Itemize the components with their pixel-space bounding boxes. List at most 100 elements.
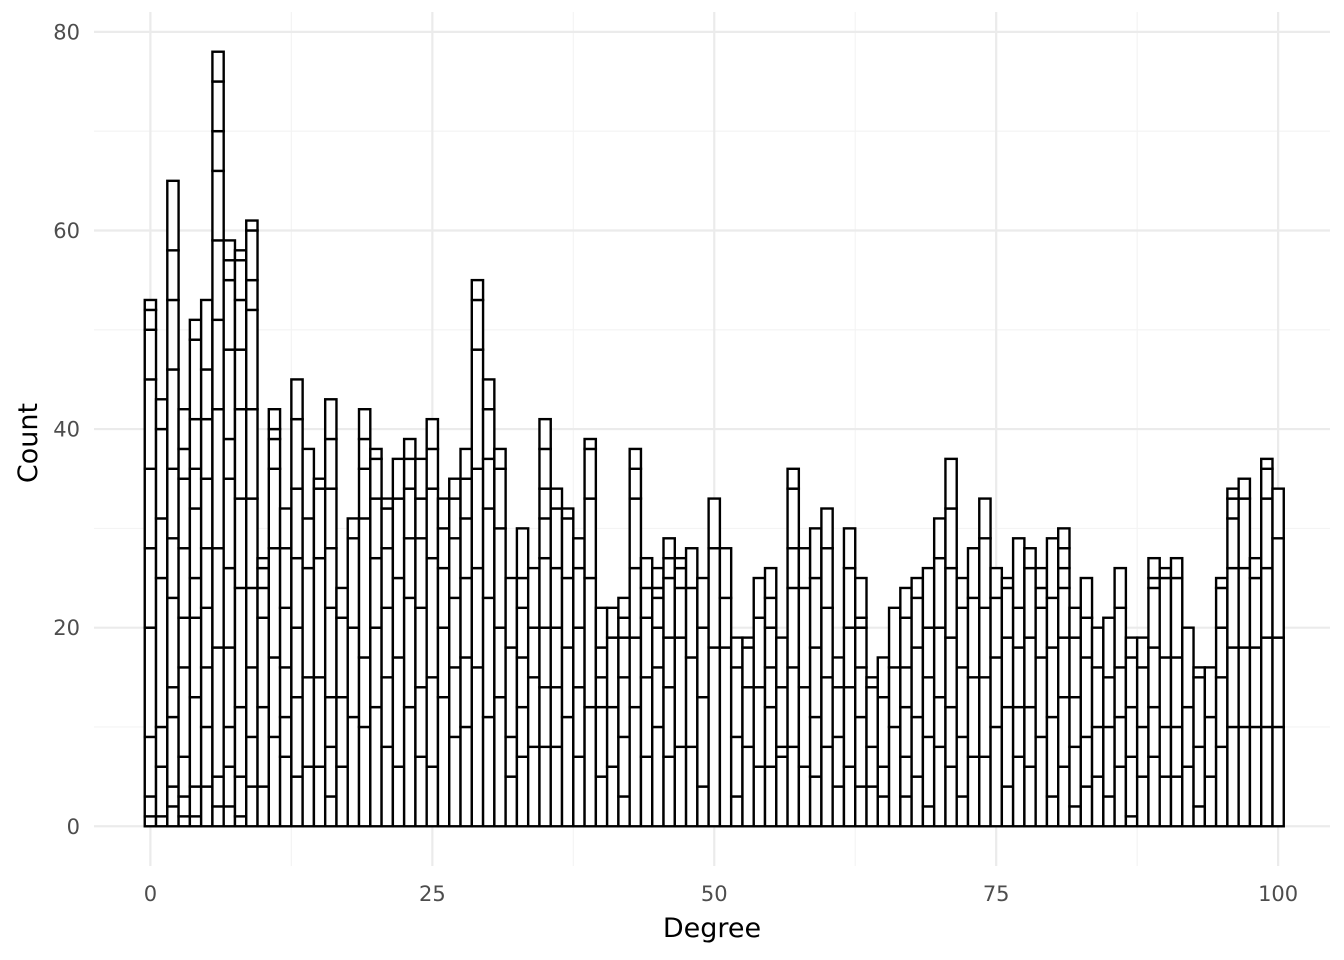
histogram-bar-segment (820, 606, 834, 679)
histogram-bar-segment (143, 298, 158, 312)
histogram-bar-segment (921, 676, 936, 739)
histogram-bar-segment (290, 487, 304, 560)
histogram-bar-segment (278, 715, 293, 758)
histogram-bar-segment (143, 547, 158, 629)
histogram-bar-segment (402, 537, 417, 600)
tick-labels: 0 25 50 75 100 0 20 40 60 80 (53, 20, 1298, 906)
histogram-bar-segment (143, 735, 158, 798)
histogram-bar-segment (515, 527, 530, 580)
histogram-bar-segment (267, 408, 282, 431)
histogram-bar-segment (1260, 497, 1274, 570)
histogram-bar-segment (583, 447, 598, 500)
histogram-bar-segment (752, 765, 767, 828)
histogram-bar-segment (211, 318, 225, 411)
histogram-bar-segment (955, 735, 970, 798)
histogram-bar-segment (323, 437, 338, 490)
histogram-bar-segment (741, 646, 755, 689)
histogram-bar-segment (932, 695, 947, 749)
histogram-bar-segment (572, 537, 586, 570)
histogram-bar-segment (1147, 705, 1161, 758)
histogram-bar-segment (617, 616, 631, 639)
histogram-bar-segment (549, 626, 564, 689)
histogram-bar-segment (391, 497, 406, 580)
histogram-bar-segment (222, 348, 237, 441)
histogram-bar-segment (752, 576, 767, 619)
histogram-bar-segment (989, 725, 1004, 828)
histogram-bar-segment (1068, 805, 1082, 828)
histogram-bar-segment (154, 517, 169, 580)
histogram-bar-segment (662, 537, 676, 560)
histogram-bar-segment (673, 636, 688, 749)
histogram-bar-segment (549, 686, 564, 749)
histogram-bar-segment (1135, 636, 1150, 669)
histogram-bar-segment (921, 566, 936, 629)
histogram-bar-segment (594, 775, 609, 828)
histogram-bar-segment (1271, 487, 1285, 540)
histogram-bar-segment (560, 646, 575, 719)
histogram-bar-segment (448, 477, 462, 500)
histogram-bar-segment (233, 348, 248, 411)
histogram-bar-segment (211, 775, 225, 808)
histogram-bar-segment (335, 765, 349, 828)
histogram-bar-segment (594, 705, 609, 778)
histogram-bar-segment (651, 566, 665, 590)
histogram-bar-segment (1045, 537, 1060, 600)
histogram-bar-segment (380, 606, 395, 679)
histogram-bar-segment (1169, 725, 1184, 778)
histogram-bar-segment (493, 695, 507, 828)
histogram-bar-segment (515, 705, 530, 758)
histogram-bar-segment (1113, 666, 1128, 719)
histogram-bar-segment (1181, 626, 1195, 709)
histogram-bar-segment (188, 467, 203, 510)
histogram-bar-segment (177, 815, 192, 828)
histogram-bar-segment (797, 765, 812, 828)
histogram-bar-segment (222, 646, 237, 729)
histogram-bar-segment (1260, 566, 1274, 639)
histogram-bar-segment (211, 408, 225, 550)
histogram-bar-segment (245, 229, 259, 282)
histogram-bar-segment (662, 556, 676, 580)
histogram-bar-segment (481, 596, 496, 719)
histogram-bar-segment (177, 547, 192, 619)
histogram-bar-segment (1034, 586, 1049, 610)
histogram-bar-segment (605, 636, 620, 709)
histogram-bar-segment (526, 745, 541, 828)
histogram-bar-segment (775, 686, 789, 749)
histogram-bar-segment (628, 497, 643, 570)
histogram-bar-segment (932, 745, 947, 828)
histogram-bar-segment (1271, 636, 1285, 729)
histogram-bar-segment (391, 765, 406, 828)
histogram-bar-segment (910, 715, 925, 778)
histogram-bar-segment (966, 755, 981, 828)
histogram-bar-segment (245, 497, 259, 590)
histogram-bar-segment (1124, 755, 1139, 818)
histogram-bar-segment (425, 487, 440, 560)
histogram-bar-segment (808, 775, 823, 828)
histogram-bar-segment (188, 507, 203, 580)
histogram-bar-segment (481, 378, 496, 411)
histogram-bar-segment (380, 745, 395, 828)
histogram-bar-segment (323, 547, 338, 610)
histogram-bar-segment (1248, 576, 1263, 649)
histogram-bar-segment (267, 467, 282, 550)
histogram-bar-segment (899, 795, 913, 828)
histogram-bar-segment (278, 606, 293, 669)
x-tick-label: 0 (144, 882, 157, 906)
histogram-bar-segment (233, 259, 248, 302)
histogram-bar-segment (245, 219, 259, 232)
histogram-bar-segment (369, 556, 383, 629)
histogram-bar-segment (177, 447, 192, 480)
histogram-bar-segment (312, 765, 327, 828)
histogram-bar-segment (1011, 606, 1026, 649)
histogram-bar-segment (154, 398, 169, 431)
histogram-bar-segment (256, 616, 270, 709)
histogram-bar-segment (166, 179, 180, 252)
histogram-bar-segment (1057, 527, 1071, 550)
histogram-bar-segment (921, 805, 936, 828)
histogram-bar-segment (865, 745, 879, 788)
histogram-bar-segment (448, 497, 462, 540)
histogram-bar-segment (1102, 725, 1116, 798)
histogram-bar-segment (1260, 636, 1274, 729)
histogram-bar-segment (1045, 795, 1060, 828)
